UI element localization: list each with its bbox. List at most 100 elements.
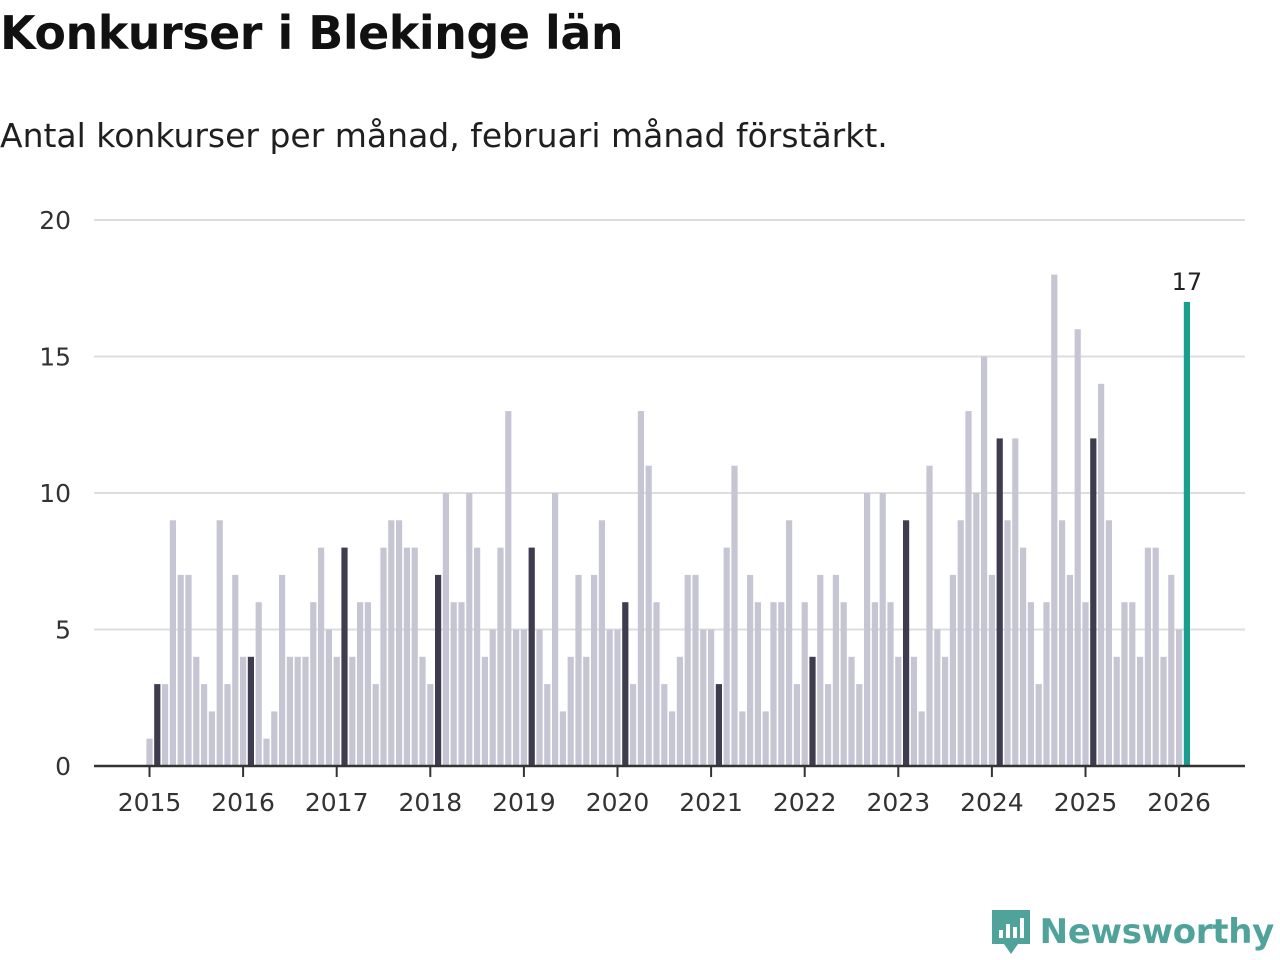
bar-2018-11 [505, 411, 512, 766]
bar-2020-02 [622, 602, 629, 766]
bar-2021-09 [770, 602, 777, 766]
bar-2017-11 [411, 547, 418, 766]
bar-2024-09 [1051, 274, 1058, 766]
bar-2023-06 [934, 629, 941, 766]
bar-2022-09 [864, 493, 871, 766]
bar-2020-08 [669, 711, 676, 766]
bar-2018-12 [513, 629, 520, 766]
bar-2023-03 [910, 656, 917, 766]
bar-2018-06 [466, 493, 473, 766]
bar-2018-10 [497, 547, 504, 766]
bar-2019-11 [598, 520, 605, 766]
bar-2016-10 [310, 602, 317, 766]
bar-2018-07 [474, 547, 481, 766]
bar-2025-07 [1129, 602, 1136, 766]
bar-2015-08 [201, 684, 208, 766]
bar-2019-07 [567, 656, 574, 766]
bar-2024-08 [1043, 602, 1050, 766]
bar-2017-08 [388, 520, 395, 766]
bar-2025-01 [1082, 602, 1089, 766]
bar-2017-10 [403, 547, 410, 766]
bar-2019-05 [552, 493, 559, 766]
bar-2020-09 [676, 656, 683, 766]
bar-2019-08 [575, 574, 582, 766]
x-tick-label-2026: 2026 [1147, 788, 1211, 817]
bar-2023-10 [965, 411, 972, 766]
bar-2023-02 [903, 520, 910, 766]
y-tick-label-20: 20 [39, 206, 71, 235]
bar-2022-08 [856, 684, 863, 766]
bar-2022-05 [832, 574, 839, 766]
bar-2023-04 [918, 711, 925, 766]
x-tick-label-2020: 2020 [586, 788, 650, 817]
x-tick-label-2023: 2023 [866, 788, 930, 817]
bar-2020-06 [653, 602, 660, 766]
bar-2017-01 [333, 656, 340, 766]
bar-2019-02 [528, 547, 535, 766]
x-axis-ticks: 2015 2016 2017 2018 2019 2020 2021 2022 2023 2024… [118, 766, 1211, 817]
y-tick-label-10: 10 [39, 479, 71, 508]
bar-2015-10 [216, 520, 223, 766]
bar-2015-12 [232, 574, 239, 766]
newsworthy-logo-icon [991, 910, 1030, 954]
bar-2025-09 [1144, 547, 1151, 766]
x-tick-label-2015: 2015 [118, 788, 182, 817]
x-tick-label-2021: 2021 [679, 788, 743, 817]
x-tick-label-2019: 2019 [492, 788, 556, 817]
bar-2016-04 [263, 738, 270, 766]
bar-2024-07 [1035, 684, 1042, 766]
bar-2016-06 [279, 574, 286, 766]
bar-2018-02 [435, 574, 442, 766]
bar-2025-02 [1090, 438, 1097, 766]
bar-2021-12 [793, 684, 800, 766]
bar-2016-12 [325, 629, 332, 766]
bar-2025-05 [1113, 656, 1120, 766]
bars [146, 274, 1190, 766]
bar-2016-11 [318, 547, 325, 766]
bar-2024-06 [1027, 602, 1034, 766]
bar-2018-04 [450, 602, 457, 766]
bar-2024-10 [1059, 520, 1066, 766]
bar-2015-01 [146, 738, 153, 766]
bar-2020-12 [700, 629, 707, 766]
bar-2022-04 [825, 684, 832, 766]
bar-2025-12 [1168, 574, 1175, 766]
bar-2020-10 [684, 574, 691, 766]
x-tick-label-2016: 2016 [211, 788, 275, 817]
x-tick-label-2022: 2022 [773, 788, 837, 817]
bar-2025-04 [1105, 520, 1112, 766]
bar-2024-04 [1012, 438, 1019, 766]
bar-2015-06 [185, 574, 192, 766]
bar-2017-02 [341, 547, 348, 766]
bar-2022-03 [817, 574, 824, 766]
bar-2021-05 [739, 711, 746, 766]
bar-2023-09 [957, 520, 964, 766]
bar-2023-12 [981, 356, 988, 766]
bar-2024-11 [1066, 574, 1073, 766]
bar-2022-02 [809, 656, 816, 766]
bar-2015-02 [154, 684, 161, 766]
bar-2022-07 [848, 656, 855, 766]
bar-2016-08 [294, 656, 301, 766]
bar-2017-07 [380, 547, 387, 766]
bar-2017-05 [364, 602, 371, 766]
bar-2017-06 [372, 684, 379, 766]
bar-2020-05 [645, 465, 652, 766]
bar-2023-11 [973, 493, 980, 766]
bar-2019-06 [559, 711, 566, 766]
bar-2022-06 [840, 602, 847, 766]
bar-2023-08 [949, 574, 956, 766]
x-tick-label-2017: 2017 [305, 788, 369, 817]
bar-2024-12 [1074, 329, 1081, 766]
bar-2018-08 [481, 656, 488, 766]
bar-2019-09 [583, 656, 590, 766]
bar-2016-05 [271, 711, 278, 766]
data-labels: 17 [1172, 268, 1203, 296]
bar-2021-08 [762, 711, 769, 766]
bar-2023-01 [895, 656, 902, 766]
bar-2016-02 [247, 656, 254, 766]
bar-2023-05 [926, 465, 933, 766]
bar-2020-07 [661, 684, 668, 766]
bar-2021-03 [723, 547, 730, 766]
bar-2020-03 [630, 684, 637, 766]
